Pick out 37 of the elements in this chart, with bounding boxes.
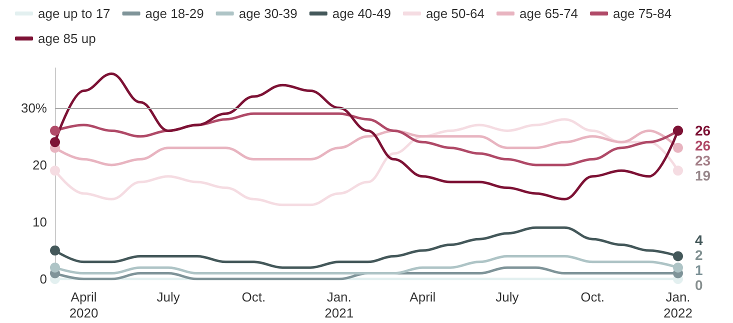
data-label: 2: [695, 247, 703, 263]
legend-label: age 40-49: [332, 6, 391, 21]
legend-label: age 65-74: [519, 6, 578, 21]
legend-label: age 75-84: [613, 6, 672, 21]
point: [673, 142, 683, 153]
x-tick-label: Jan. 2022: [664, 290, 692, 320]
point: [50, 245, 60, 256]
legend-label: age up to 17: [38, 6, 110, 21]
x-tick-label: Jan. 2021: [324, 290, 354, 320]
x-tick-label: April 2020: [69, 290, 98, 320]
point: [50, 137, 60, 148]
point: [50, 126, 60, 136]
point: [50, 262, 60, 273]
data-label: 0: [695, 277, 703, 293]
y-tick-label: 10: [32, 214, 47, 230]
data-label: 1: [695, 262, 703, 278]
data-label: 26: [695, 138, 711, 154]
legend-label: age 85 up: [38, 31, 96, 46]
legend-label: age 50-64: [426, 6, 484, 21]
point: [50, 166, 60, 176]
point: [673, 262, 683, 273]
data-label: 23: [695, 152, 711, 169]
point: [673, 166, 683, 176]
x-tick-label: July: [156, 290, 180, 304]
legend-label: age 30-39: [238, 6, 298, 21]
x-tick-label: July: [496, 290, 520, 304]
data-label: 4: [695, 232, 703, 248]
y-tick-label: 20: [32, 157, 47, 172]
y-tick-label: 0: [40, 272, 47, 286]
legend-label: age 18-29: [145, 6, 204, 21]
x-tick-label: April: [410, 290, 436, 304]
data-label: 26: [695, 122, 711, 139]
x-tick-label: Oct.: [242, 290, 266, 304]
y-tick-label: 30%: [20, 100, 48, 116]
point: [673, 251, 683, 262]
x-tick-label: Oct.: [580, 290, 605, 304]
data-label: 19: [695, 168, 711, 184]
